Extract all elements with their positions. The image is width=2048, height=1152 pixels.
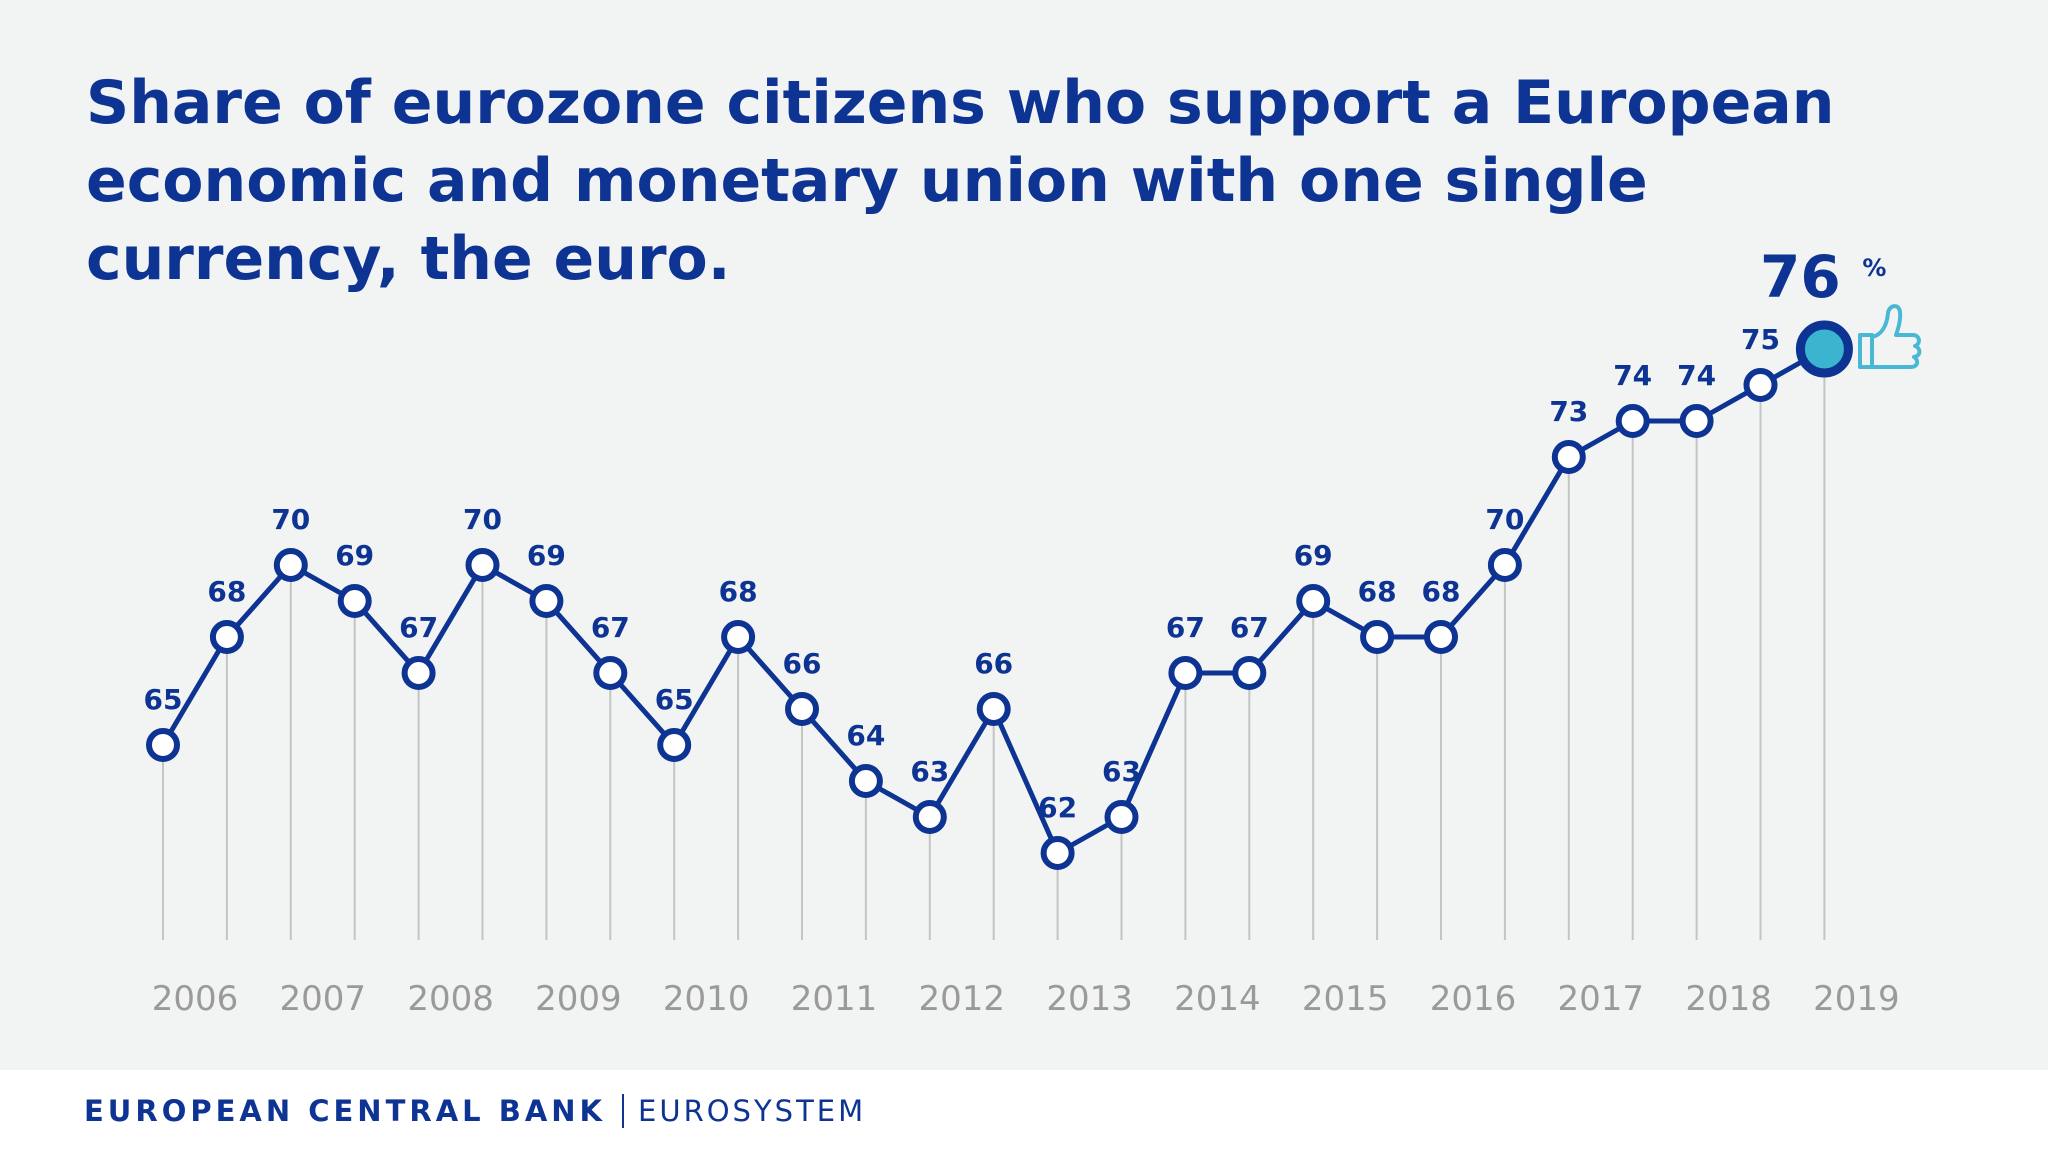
- data-points: [146, 320, 1853, 870]
- data-label: 63: [1102, 755, 1141, 788]
- data-point: [1615, 404, 1650, 438]
- data-label: 63: [910, 755, 949, 788]
- footer-logo: EUROPEAN CENTRAL BANK EUROSYSTEM: [84, 1094, 866, 1128]
- data-point: [657, 728, 692, 762]
- x-tick-label: 2014: [1174, 979, 1261, 1019]
- data-point: [1487, 548, 1522, 582]
- data-label: 68: [207, 575, 246, 608]
- data-point: [593, 656, 628, 690]
- x-tick-label: 2018: [1685, 979, 1772, 1019]
- x-tick-label: 2006: [152, 979, 239, 1019]
- data-point: [1424, 620, 1458, 654]
- data-label: 69: [1294, 539, 1333, 572]
- chart-title-line-3: currency, the euro.: [86, 224, 731, 294]
- footer: EUROPEAN CENTRAL BANK EUROSYSTEM: [0, 1070, 2048, 1152]
- data-point: [529, 584, 564, 618]
- data-point: [1679, 404, 1714, 438]
- highlight-data-point: [1795, 320, 1853, 378]
- line-chart: 65 68 70 69 67 70 69 67 65 68 66 64 63 66 62 63 67 67 69 68…: [144, 243, 1922, 1019]
- x-tick-label: 2015: [1302, 979, 1389, 1019]
- chart-title-line-2: economic and monetary union with one sin…: [86, 146, 1648, 216]
- x-tick-label: 2017: [1558, 979, 1645, 1019]
- data-label: 75: [1741, 323, 1780, 356]
- data-label: 68: [719, 575, 758, 608]
- data-point: [465, 548, 500, 582]
- x-tick-label: 2016: [1430, 979, 1517, 1019]
- x-tick-label: 2011: [791, 979, 878, 1019]
- data-point: [146, 728, 180, 762]
- data-point: [912, 800, 947, 834]
- data-label: 65: [144, 683, 183, 716]
- data-label: 66: [974, 647, 1013, 680]
- data-point: [209, 620, 244, 654]
- footer-bank-name: EUROPEAN CENTRAL BANK: [84, 1094, 607, 1128]
- data-label: 73: [1549, 395, 1588, 428]
- footer-separator: [622, 1094, 625, 1128]
- data-point: [1743, 368, 1778, 402]
- data-point: [976, 692, 1011, 726]
- x-tick-label: 2019: [1813, 979, 1900, 1019]
- data-label: 69: [527, 539, 566, 572]
- data-label: 70: [1485, 503, 1524, 536]
- highlight-value-label: 76: [1760, 243, 1841, 311]
- data-label: 74: [1677, 359, 1716, 392]
- data-point: [337, 584, 372, 618]
- data-point: [785, 692, 819, 726]
- data-point: [401, 656, 436, 690]
- data-label: 68: [1422, 575, 1461, 608]
- data-point: [721, 620, 756, 654]
- data-point: [848, 764, 883, 798]
- data-label: 62: [1038, 791, 1077, 824]
- data-label: 70: [271, 503, 310, 536]
- x-tick-label: 2013: [1046, 979, 1133, 1019]
- data-labels: 65 68 70 69 67 70 69 67 65 68 66 64 63 66 62 63 67 67 69 68…: [144, 323, 1780, 824]
- x-axis-tick-labels: 2006 2007 2008 2009 2010 2011 2012 2013 2014 2015…: [152, 979, 1900, 1019]
- footer-system-name: EUROSYSTEM: [638, 1094, 867, 1128]
- data-label: 68: [1358, 575, 1397, 608]
- data-label: 65: [655, 683, 694, 716]
- data-label: 70: [463, 503, 502, 536]
- data-point: [1104, 800, 1139, 834]
- chart-title: Share of eurozone citizens who support a…: [86, 64, 1986, 298]
- data-label: 69: [335, 539, 374, 572]
- data-label: 67: [399, 611, 438, 644]
- data-point: [273, 548, 308, 582]
- data-point: [1040, 836, 1075, 870]
- thumbs-up-icon: [1858, 304, 1922, 369]
- data-label: 74: [1613, 359, 1652, 392]
- highlight-unit-label: %: [1862, 254, 1886, 282]
- data-point: [1360, 620, 1395, 654]
- data-point: [1551, 440, 1586, 474]
- chart-title-line-1: Share of eurozone citizens who support a…: [86, 68, 1835, 138]
- x-tick-label: 2010: [663, 979, 750, 1019]
- data-point: [1296, 584, 1331, 618]
- x-tick-label: 2009: [535, 979, 622, 1019]
- data-point: [1168, 656, 1203, 690]
- data-point: [1232, 656, 1267, 690]
- data-label: 64: [846, 719, 885, 752]
- stem-lines: [162, 349, 1826, 940]
- x-tick-label: 2012: [919, 979, 1006, 1019]
- data-label: 66: [783, 647, 822, 680]
- data-label: 67: [1166, 611, 1205, 644]
- data-label: 67: [591, 611, 630, 644]
- data-label: 67: [1230, 611, 1269, 644]
- x-tick-label: 2008: [407, 979, 494, 1019]
- x-tick-label: 2007: [280, 979, 367, 1019]
